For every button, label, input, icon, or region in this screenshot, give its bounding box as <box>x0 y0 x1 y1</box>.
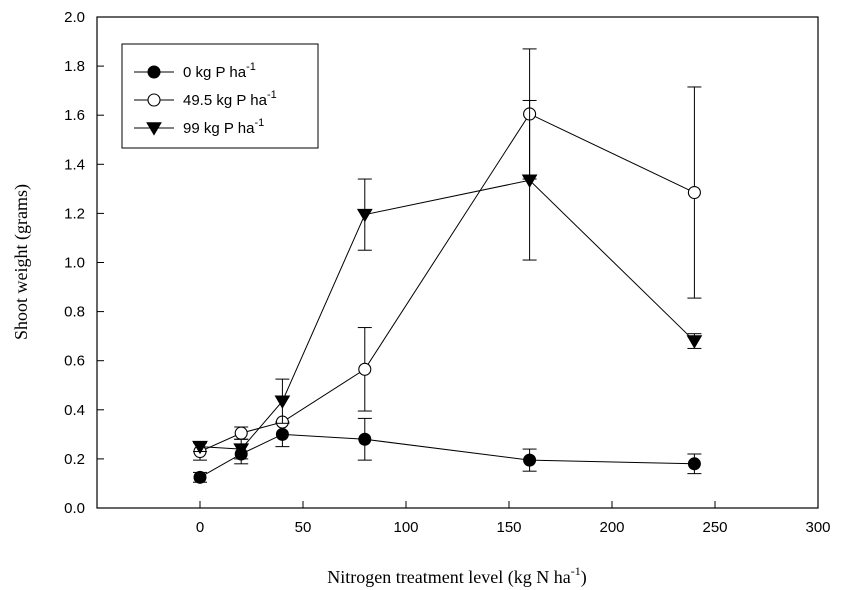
data-point <box>687 457 701 471</box>
x-axis-title-sup: -1 <box>571 564 581 578</box>
data-point <box>521 174 538 188</box>
y-tick-label: 0.6 <box>64 353 85 370</box>
data-point <box>686 335 703 349</box>
data-point <box>523 453 537 467</box>
series-layer <box>192 48 703 484</box>
legend-label: 99 kg P ha-1 <box>183 117 264 137</box>
data-point <box>358 362 372 376</box>
legend-marker <box>147 93 161 107</box>
x-tick-label: 100 <box>393 519 418 536</box>
legend-marker <box>146 122 162 136</box>
series-line <box>199 179 695 450</box>
data-point <box>274 395 291 409</box>
series-line <box>199 433 695 478</box>
data-point <box>356 208 373 223</box>
data-point <box>275 427 289 441</box>
x-tick-label: 150 <box>496 519 521 536</box>
legend-label-sup: -1 <box>254 117 264 129</box>
y-tick-label: 0.8 <box>64 304 85 321</box>
legend-label-sup: -1 <box>246 61 256 73</box>
data-point <box>233 443 250 457</box>
legend-label-main: 49.5 kg P ha <box>183 92 268 109</box>
y-axis-title: Shoot weight (grams) <box>11 184 32 340</box>
legend-marker <box>147 65 161 79</box>
data-point <box>358 432 372 446</box>
x-tick-label: 250 <box>702 519 727 536</box>
y-tick-label: 1.0 <box>64 255 85 272</box>
y-tick-label: 2.0 <box>64 9 85 26</box>
y-tick-label: 1.8 <box>64 58 85 75</box>
x-axis-title-end: ) <box>581 567 587 588</box>
y-tick-label: 1.2 <box>64 205 85 222</box>
legend: 0 kg P ha-149.5 kg P ha-199 kg P ha-1 <box>121 43 319 149</box>
x-axis-ticks: 0 50 100 150 200 250 300 <box>196 501 831 536</box>
x-tick-label: 50 <box>295 519 312 536</box>
y-tick-label: 0.0 <box>64 500 85 517</box>
legend-label: 49.5 kg P ha-1 <box>183 89 277 109</box>
y-tick-label: 0.4 <box>64 402 85 419</box>
data-point <box>687 185 701 200</box>
x-tick-label: 200 <box>599 519 624 536</box>
y-tick-label: 1.6 <box>64 107 85 124</box>
series-3 <box>192 99 703 460</box>
legend-label-sup: -1 <box>267 89 277 101</box>
legend-label-main: 0 kg P ha <box>183 64 247 81</box>
x-tick-label: 0 <box>196 519 204 536</box>
data-point <box>193 470 207 484</box>
legend-label: 0 kg P ha-1 <box>183 61 256 81</box>
data-point <box>234 426 248 440</box>
data-point <box>192 440 208 455</box>
y-axis-ticks: 0.0 0.2 0.4 0.6 0.8 1.0 1.2 1.4 1.6 1.8 2.0 <box>64 9 104 517</box>
x-axis-title-main: Nitrogen treatment level (kg N ha <box>327 567 570 588</box>
y-tick-label: 0.2 <box>64 451 85 468</box>
series-1 <box>193 417 702 484</box>
x-axis-title: Nitrogen treatment level (kg N ha-1) <box>327 564 586 588</box>
legend-label-main: 99 kg P ha <box>183 120 255 137</box>
x-tick-label: 300 <box>805 519 830 536</box>
y-tick-label: 1.4 <box>64 156 85 173</box>
series-line <box>199 113 695 452</box>
